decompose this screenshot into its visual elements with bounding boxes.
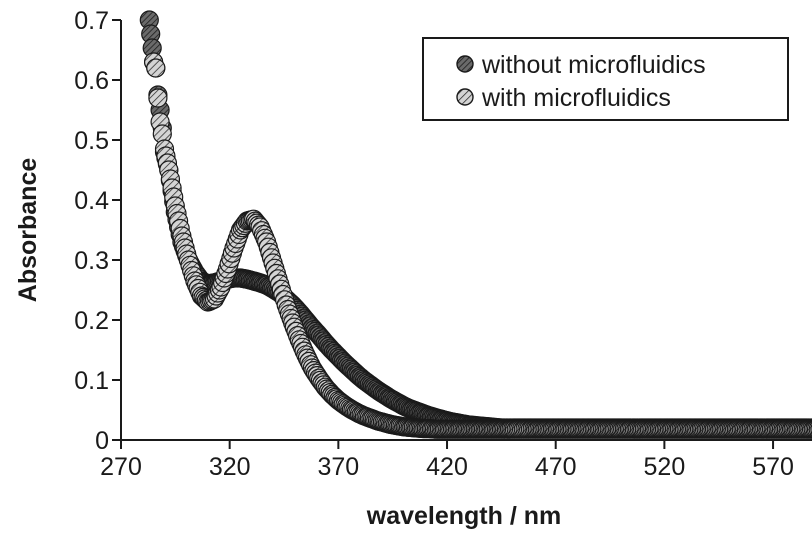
y-tick-label: 0 xyxy=(95,427,109,455)
plot-area xyxy=(139,10,812,439)
y-tick-label: 0.6 xyxy=(74,67,109,95)
legend-marker-without-microfluidics xyxy=(456,55,474,73)
legend-marker-with-microfluidics xyxy=(456,88,474,106)
x-tick-label: 320 xyxy=(209,453,251,481)
legend-box xyxy=(422,37,789,121)
legend: without microfluidics with microfluidics xyxy=(422,37,789,121)
x-axis-ticks: 270 320 370 420 470 520 570 xyxy=(100,440,794,481)
legend-label-without-microfluidics: without microfluidics xyxy=(481,51,706,79)
x-tick-label: 570 xyxy=(752,453,794,481)
y-axis-title: Absorbance xyxy=(14,158,42,303)
x-axis-title: wavelength / nm xyxy=(366,502,561,530)
y-axis-ticks: 0 0.1 0.2 0.3 0.4 0.5 0.6 0.7 xyxy=(74,7,121,455)
x-tick-label: 370 xyxy=(317,453,359,481)
series-with-microfluidics xyxy=(144,52,812,439)
y-tick-label: 0.5 xyxy=(74,127,109,155)
x-tick-label: 520 xyxy=(644,453,686,481)
y-tick-label: 0.4 xyxy=(74,187,109,215)
y-tick-label: 0.2 xyxy=(74,307,109,335)
y-tick-label: 0.7 xyxy=(74,7,109,35)
data-point xyxy=(148,88,168,108)
x-tick-label: 470 xyxy=(535,453,577,481)
x-tick-label: 270 xyxy=(100,453,142,481)
y-tick-label: 0.3 xyxy=(74,247,109,275)
legend-label-with-microfluidics: with microfluidics xyxy=(481,84,671,112)
data-point xyxy=(146,58,166,78)
axes: 270 320 370 420 470 520 570 0 0.1 0.2 0.3 0.4 0.5 0.… xyxy=(74,7,812,481)
x-tick-label: 420 xyxy=(426,453,468,481)
y-tick-label: 0.1 xyxy=(74,367,109,395)
